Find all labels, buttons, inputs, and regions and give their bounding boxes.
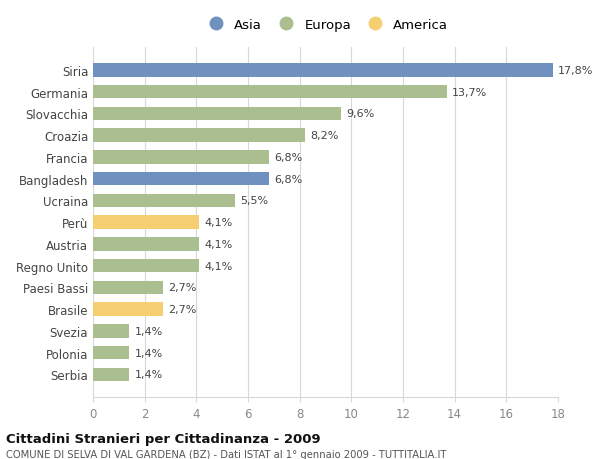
Text: 9,6%: 9,6% [346,109,374,119]
Text: COMUNE DI SELVA DI VAL GARDENA (BZ) - Dati ISTAT al 1° gennaio 2009 - TUTTITALIA: COMUNE DI SELVA DI VAL GARDENA (BZ) - Da… [6,449,446,459]
Text: 2,7%: 2,7% [168,283,196,293]
Text: 1,4%: 1,4% [134,326,163,336]
Text: 6,8%: 6,8% [274,174,302,184]
Bar [93,238,199,251]
Bar [93,281,163,294]
Text: 8,2%: 8,2% [310,131,338,141]
Text: 4,1%: 4,1% [204,218,232,228]
Bar [93,259,199,273]
Bar [93,302,163,316]
Text: 1,4%: 1,4% [134,369,163,380]
Text: 2,7%: 2,7% [168,304,196,314]
Bar [93,346,129,359]
Text: Cittadini Stranieri per Cittadinanza - 2009: Cittadini Stranieri per Cittadinanza - 2… [6,432,320,445]
Bar [93,151,269,164]
Text: 5,5%: 5,5% [240,196,268,206]
Bar [93,194,235,207]
Bar [93,107,341,121]
Bar [93,173,269,186]
Text: 4,1%: 4,1% [204,261,232,271]
Text: 17,8%: 17,8% [558,66,593,76]
Text: 4,1%: 4,1% [204,239,232,249]
Bar [93,216,199,230]
Bar [93,64,553,78]
Text: 6,8%: 6,8% [274,152,302,162]
Text: 1,4%: 1,4% [134,348,163,358]
Bar [93,325,129,338]
Legend: Asia, Europa, America: Asia, Europa, America [200,17,451,34]
Text: 13,7%: 13,7% [452,88,487,97]
Bar [93,86,447,99]
Bar [93,368,129,381]
Bar [93,129,305,143]
